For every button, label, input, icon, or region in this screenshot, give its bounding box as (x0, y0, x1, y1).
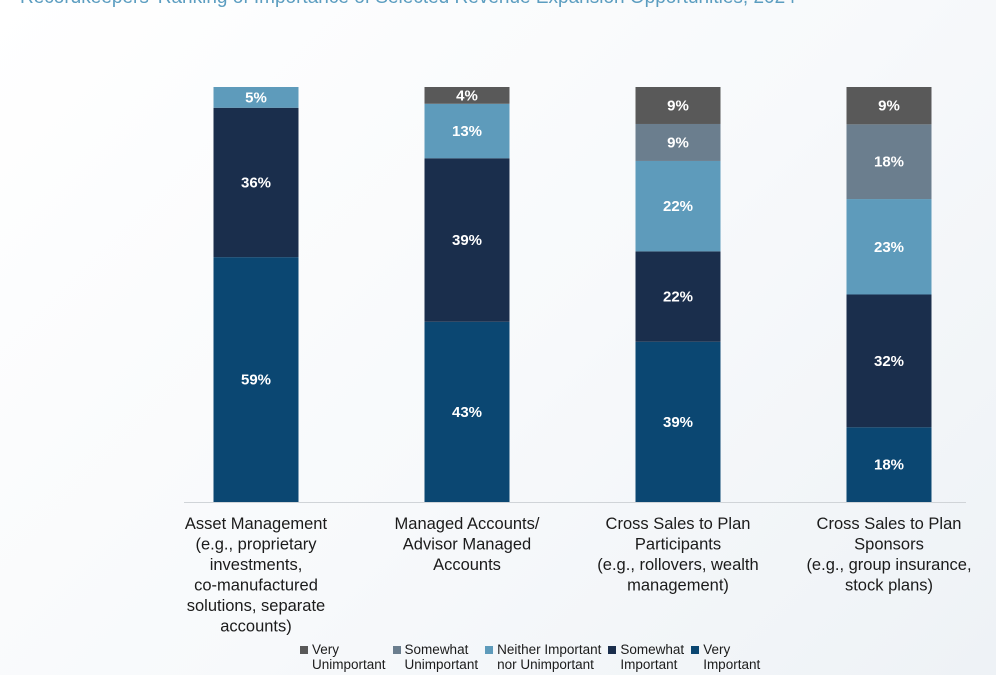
data-label: 22% (663, 289, 693, 306)
legend-item: Somewhat Unimportant (392, 642, 479, 672)
bar-segment (635, 87, 721, 124)
stacked-bar-chart: 59% 36% 5% Asset Management (e.g., proprieta… (184, 87, 972, 636)
bar-segment (635, 160, 721, 252)
legend-swatch (691, 646, 700, 654)
legend-label-line: Very (703, 642, 731, 657)
legend-label-line: Somewhat (404, 642, 469, 657)
data-label: 18% (874, 154, 904, 171)
bar-segment (424, 103, 510, 159)
category-label-line: Cross Sales to Plan (606, 515, 751, 533)
legend-label-line: Neither Important (497, 642, 602, 657)
bar-segment (424, 158, 510, 322)
legend-item: Very Unimportant (300, 642, 386, 672)
category-label-line: Participants (635, 536, 721, 554)
data-label: 59% (241, 372, 271, 389)
bar-segment (846, 427, 932, 502)
bar-segment (213, 107, 299, 258)
legend-label: Very Important (703, 642, 760, 672)
bar-segment (846, 199, 932, 295)
category-label-line: investments, (210, 556, 303, 574)
category-label: Cross Sales to Plan Participants (e.g., ro… (597, 515, 758, 595)
data-label: 23% (874, 239, 904, 256)
category-label-line: (e.g., group insurance, (806, 556, 971, 574)
bar-segment (635, 251, 721, 342)
legend-label-line: Important (703, 657, 761, 672)
legend-item: Neither Important nor Unimportant (485, 642, 601, 672)
bar-segment (635, 341, 721, 502)
chart-legend: Very Unimportant Somewhat Unimportant Neithe… (300, 642, 767, 675)
category-label-line: stock plans) (845, 577, 933, 595)
legend-label-line: Somewhat (620, 642, 685, 657)
data-label: 9% (667, 134, 689, 151)
data-label: 13% (452, 123, 482, 140)
legend-swatch (608, 646, 617, 654)
category-label-line: Asset Management (185, 515, 328, 533)
legend-swatch (485, 646, 494, 654)
legend-label-line: Unimportant (312, 657, 386, 672)
bar-segment (635, 123, 721, 161)
legend-label: Very Unimportant (312, 642, 386, 672)
category-label-line: Accounts (433, 556, 501, 574)
legend-item: Very Important (691, 642, 760, 672)
data-label: 39% (663, 414, 693, 431)
category-label-line: Advisor Managed (403, 536, 531, 554)
legend-label: Somewhat Important (620, 642, 684, 672)
legend-swatch (300, 646, 308, 654)
data-label: 39% (452, 232, 482, 249)
legend-item: Somewhat Important (608, 642, 684, 672)
category-label-line: (e.g., proprietary (195, 536, 317, 554)
bar-segment (213, 87, 299, 108)
category-label-line: Sponsors (854, 536, 924, 554)
category-label: Cross Sales to Plan Sponsors (e.g., group … (806, 515, 971, 595)
category-label: Asset Management (e.g., proprietary invest… (185, 515, 328, 636)
category-label-line: (e.g., rollovers, wealth (597, 556, 758, 574)
chart-title: Recordkeepers' Ranking of Importance of … (20, 0, 796, 9)
category-label-line: solutions, separate (187, 597, 326, 615)
bar-segment (846, 124, 932, 200)
category-label-line: co-manufactured (194, 577, 318, 595)
legend-label-line: nor Unimportant (497, 657, 594, 672)
legend-label-line: Unimportant (404, 657, 479, 672)
legend-label-line: Important (620, 657, 678, 672)
bar-segment (424, 321, 510, 502)
bar-segment (213, 257, 299, 502)
data-label: 36% (241, 174, 271, 191)
bar-segment (846, 294, 932, 428)
data-label: 4% (456, 87, 478, 104)
category-label-line: management) (627, 577, 729, 595)
category-label-line: Managed Accounts/ (395, 515, 540, 533)
data-label: 18% (874, 457, 904, 474)
data-label: 9% (878, 98, 900, 115)
data-label: 22% (663, 198, 693, 215)
data-label: 43% (452, 404, 482, 421)
category-label: Managed Accounts/Advisor Managed Accounts (395, 515, 540, 574)
data-label: 9% (667, 97, 689, 114)
category-label-line: Cross Sales to Plan (817, 515, 962, 533)
data-label: 32% (874, 353, 904, 370)
legend-label: Somewhat Unimportant (405, 642, 479, 672)
legend-label: Neither Important nor Unimportant (497, 642, 601, 672)
legend-label-line: Very (312, 642, 340, 657)
category-label-line: accounts) (220, 618, 292, 636)
legend-swatch (392, 646, 401, 654)
bar-segment (846, 87, 932, 125)
data-label: 5% (245, 89, 267, 106)
bar-segment (424, 87, 510, 104)
